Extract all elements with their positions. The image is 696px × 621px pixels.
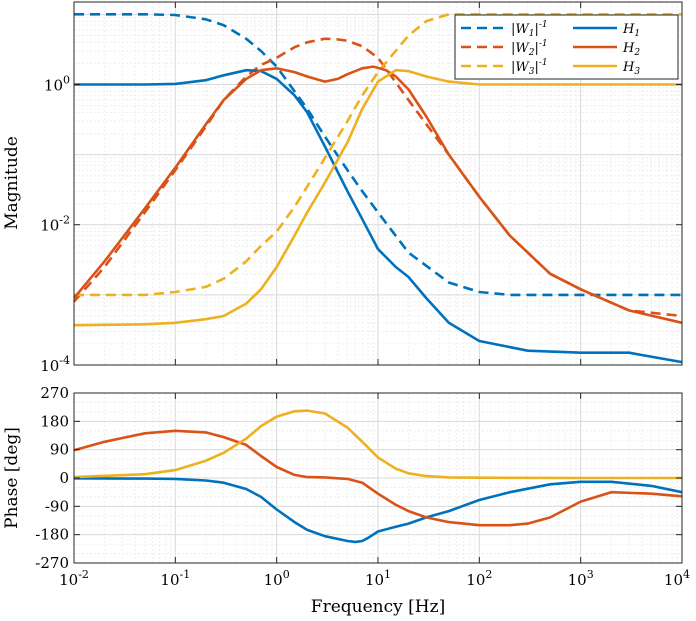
legend-label: |W1|-1 xyxy=(511,20,548,39)
legend: |W1|-1 H1 |W2|-1 H2 |W3|-1 H3 xyxy=(454,14,679,80)
phase-series-2 xyxy=(73,429,683,527)
phase-ylabel: Phase [deg] xyxy=(2,427,22,529)
phase-grid xyxy=(74,393,682,563)
ytick-label: 10-2 xyxy=(40,214,70,235)
phase-lines xyxy=(73,409,683,544)
legend-box xyxy=(454,14,679,80)
magnitude-series-1 xyxy=(74,13,682,297)
phase-series-3 xyxy=(73,409,682,480)
ytick-label: 270 xyxy=(40,384,69,402)
xtick-label: 101 xyxy=(365,568,391,589)
ytick-label: 100 xyxy=(44,73,70,94)
ytick-label: -270 xyxy=(35,554,69,572)
magnitude-series-4 xyxy=(74,68,683,364)
legend-label: |W2|-1 xyxy=(511,39,548,58)
phase-series-1 xyxy=(73,476,683,544)
frequency-xlabel: Frequency [Hz] xyxy=(311,597,445,617)
legend-label: |W3|-1 xyxy=(511,58,548,77)
ytick-label: 10-4 xyxy=(40,354,70,375)
ytick-label: 0 xyxy=(59,469,69,487)
ytick-label: -180 xyxy=(35,526,69,544)
xtick-label: 103 xyxy=(568,568,594,589)
xtick-label: 104 xyxy=(664,568,690,589)
magnitude-series-3 xyxy=(74,13,682,297)
xtick-label: 10-2 xyxy=(59,568,89,589)
legend-label: H1 xyxy=(622,22,640,39)
ytick-label: -90 xyxy=(45,497,69,515)
xtick-label: 100 xyxy=(264,568,290,589)
xtick-label: 102 xyxy=(466,568,492,589)
magnitude-ticks: 100 10-2 10-4 xyxy=(40,2,683,375)
legend-label: H3 xyxy=(622,60,640,77)
magnitude-ylabel: Magnitude xyxy=(2,136,22,230)
magnitude-series-5 xyxy=(73,65,683,325)
legend-label: H2 xyxy=(622,41,640,58)
magnitude-lines xyxy=(73,13,683,364)
ytick-label: 180 xyxy=(40,412,69,430)
magnitude-series-6 xyxy=(73,68,682,327)
ytick-label: 90 xyxy=(50,441,69,459)
xtick-label: 10-1 xyxy=(160,568,190,589)
